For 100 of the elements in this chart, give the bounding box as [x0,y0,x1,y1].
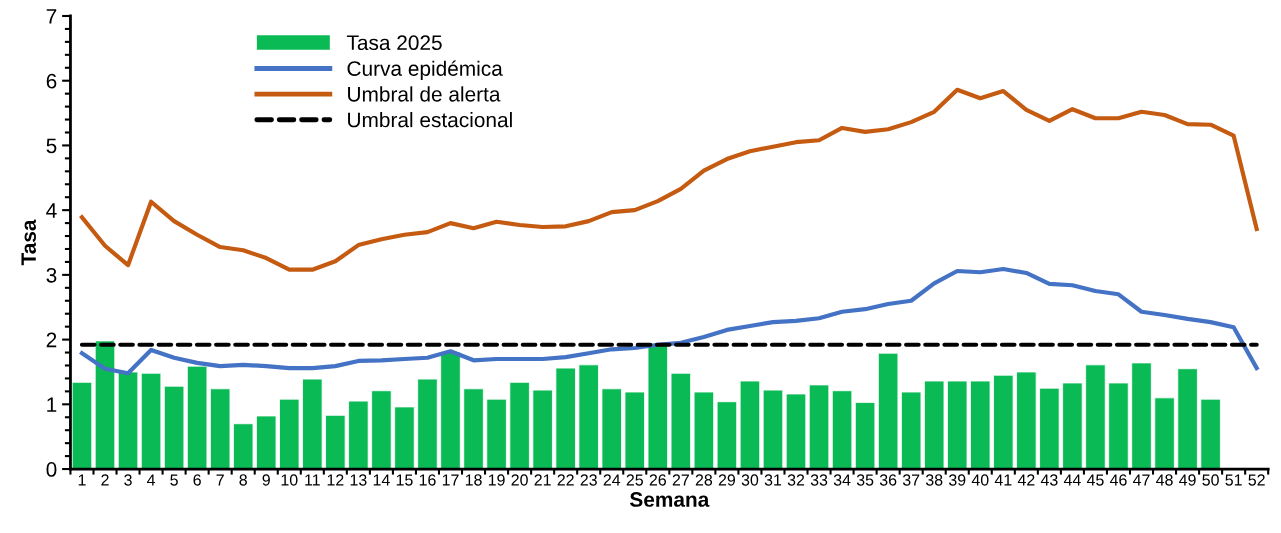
bar [900,391,922,470]
bar [532,389,553,470]
bar [1200,398,1221,470]
bar [117,371,139,470]
bar [1108,382,1129,470]
x-tick-label: 30 [741,474,759,486]
x-axis-title: Semana [629,492,710,507]
bar [555,367,576,470]
x-tick-label: 44 [1063,474,1081,486]
x-tick-label: 47 [1132,474,1150,486]
legend-label: Umbral estacional [348,112,512,128]
x-tick-label: 11 [305,474,320,486]
bar [509,381,530,470]
x-tick-label: 49 [1179,474,1196,486]
x-tick-label: 39 [948,474,966,486]
line-series [79,266,1259,376]
bar [71,381,93,470]
x-tick-label: 29 [718,474,736,486]
x-tick-label: 25 [626,474,643,486]
x-tick-label: 12 [327,474,344,486]
x-tick-label: 45 [1086,474,1104,486]
bar [1039,387,1060,470]
x-tick-label: 1 [78,474,86,486]
bar [440,351,461,470]
x-tick-label: 50 [1202,474,1219,486]
x-tick-label: 27 [672,474,689,486]
legend-label: Umbral de alerta [348,86,501,102]
x-tick-label: 3 [124,474,132,486]
legend-label: Tasa 2025 [346,35,442,51]
bar [716,401,738,470]
x-tick-label: 18 [465,474,482,486]
x-tick-label: 24 [603,474,621,486]
bar [1154,397,1175,470]
bar [762,389,784,470]
bar [279,398,300,470]
x-tick-label: 5 [170,474,178,486]
y-tick-label: 6 [46,73,57,89]
y-tick-label: 7 [46,9,57,24]
x-tick-label: 7 [216,474,224,486]
bar [808,384,830,470]
bar [1177,368,1198,470]
x-tick-label: 8 [239,474,247,486]
bar [947,380,968,470]
line-series [79,87,1259,272]
x-tick-label: 40 [971,474,989,486]
x-tick-label: 28 [695,474,713,486]
x-tick-label: 31 [764,474,782,486]
bar [854,401,876,470]
bar [670,372,692,470]
bar [877,352,899,470]
x-tick-label: 13 [350,474,367,486]
x-tick-label: 14 [373,474,390,486]
x-tick-label: 21 [534,474,551,486]
bar [325,414,346,470]
bar [601,388,622,470]
bar [831,390,853,470]
x-tick-label: 26 [649,474,666,486]
x-tick-label: 23 [580,474,597,486]
x-tick-label: 52 [1248,474,1265,486]
bar [94,340,116,470]
bar [993,374,1014,470]
bar [785,393,807,470]
y-tick-label: 5 [46,138,57,154]
x-tick-label: 9 [262,474,270,486]
x-tick-label: 15 [396,474,413,486]
bar [624,391,645,470]
bar [371,390,392,470]
bar [163,385,185,470]
x-tick-label: 42 [1017,474,1035,486]
y-tick-label: 0 [46,462,57,477]
bar [256,415,277,470]
x-tick-label: 19 [488,474,505,486]
x-tick-label: 38 [925,474,943,486]
x-tick-label: 32 [787,474,805,486]
x-tick-label: 22 [557,474,574,486]
bar [417,378,438,470]
x-tick-label: 20 [511,474,528,486]
x-tick-label: 34 [833,474,851,486]
x-tick-label: 6 [193,474,201,486]
bar [486,398,507,470]
bar [1016,371,1037,470]
y-tick-label: 4 [46,203,57,218]
bar [578,364,599,470]
bar [394,406,415,470]
bar [739,380,761,470]
x-tick-label: 46 [1109,474,1127,486]
x-tick-label: 2 [101,474,109,486]
x-tick-label: 41 [994,474,1012,486]
x-tick-label: 37 [902,474,920,486]
bar [1085,364,1106,470]
bar [1131,362,1152,470]
bar [693,391,715,470]
x-tick-label: 17 [442,474,459,486]
bar [302,378,323,470]
x-tick-label: 4 [147,474,156,486]
x-tick-label: 35 [856,474,874,486]
y-tick-label: 1 [47,397,57,412]
bar [233,423,254,470]
bar [140,372,162,470]
legend-label: Curva epidémica [347,60,503,81]
